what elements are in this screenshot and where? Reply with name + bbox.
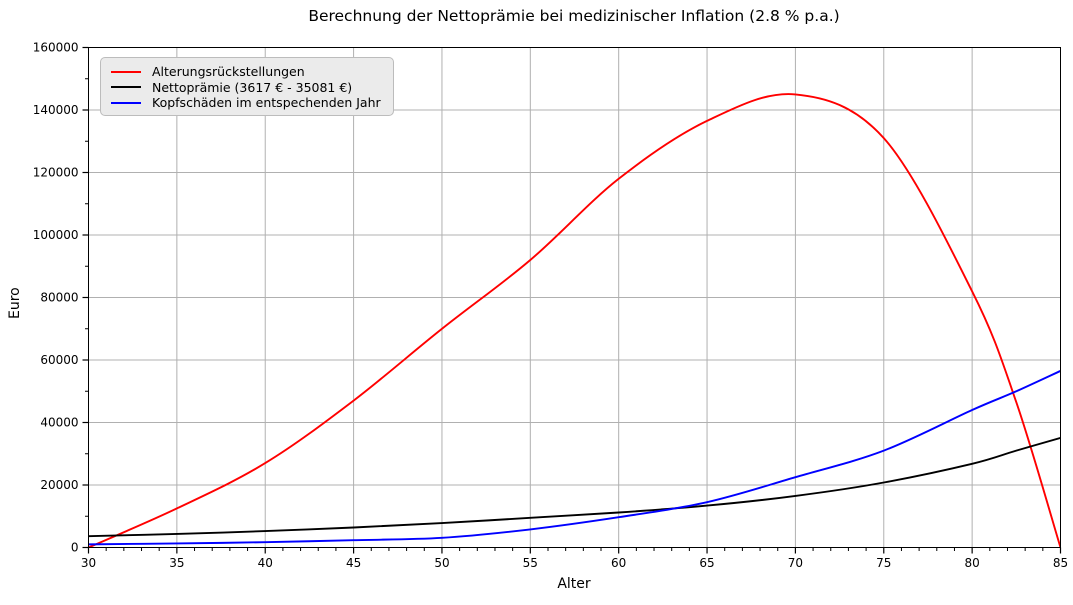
red-line-swatch (111, 70, 141, 73)
svg-text:60: 60 (611, 556, 626, 570)
svg-text:50: 50 (434, 556, 449, 570)
svg-text:120000: 120000 (33, 166, 79, 180)
svg-text:60000: 60000 (40, 353, 78, 367)
chart-title: Berechnung der Nettoprämie bei medizinis… (308, 7, 840, 25)
svg-text:65: 65 (699, 556, 714, 570)
legend: Alterungsrückstellungen Nettoprämie (361… (100, 57, 394, 116)
legend-label: Nettoprämie (3617 € - 35081 €) (152, 79, 353, 95)
svg-text:40000: 40000 (40, 416, 78, 430)
svg-text:45: 45 (346, 556, 361, 570)
svg-text:70: 70 (788, 556, 803, 570)
legend-label: Alterungsrückstellungen (152, 64, 305, 79)
black-line-swatch (111, 86, 141, 89)
svg-text:35: 35 (169, 556, 184, 570)
svg-text:75: 75 (876, 556, 891, 570)
svg-text:140000: 140000 (33, 103, 79, 117)
svg-text:80000: 80000 (40, 291, 78, 305)
svg-text:40: 40 (258, 556, 273, 570)
legend-label: Kopfschäden im entspechenden Jahr (152, 95, 381, 111)
svg-text:0: 0 (71, 541, 79, 555)
blue-line-swatch (111, 102, 141, 105)
x-axis-label: Alter (557, 576, 591, 592)
legend-item-nettopraemie: Nettoprämie (3617 € - 35081 €) (111, 80, 381, 96)
svg-text:80: 80 (964, 556, 979, 570)
svg-text:55: 55 (523, 556, 538, 570)
svg-text:85: 85 (1053, 556, 1068, 570)
legend-item-alterungsrueckstellungen: Alterungsrückstellungen (111, 64, 381, 80)
svg-text:100000: 100000 (33, 228, 79, 242)
svg-text:30: 30 (81, 556, 96, 570)
svg-text:20000: 20000 (40, 478, 78, 492)
svg-text:160000: 160000 (33, 41, 79, 55)
legend-item-kopfschaeden: Kopfschäden im entspechenden Jahr (111, 95, 381, 111)
